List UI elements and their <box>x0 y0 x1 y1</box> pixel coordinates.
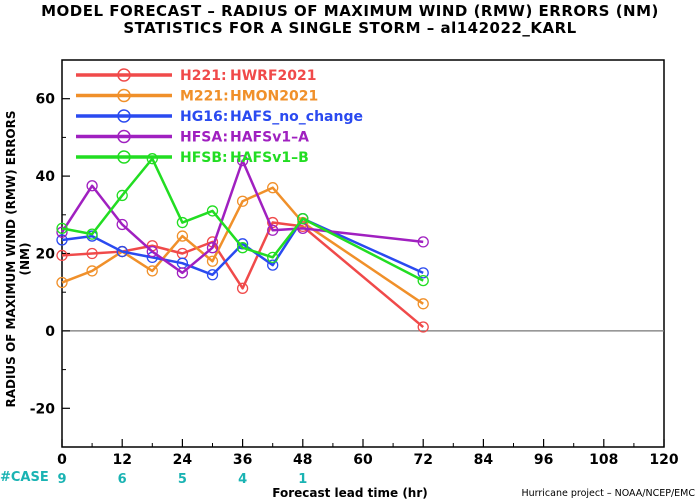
data-point <box>56 234 68 246</box>
x-tick-label: 12 <box>112 452 131 468</box>
legend-series-code: M221: <box>180 89 229 105</box>
x-tick-label: 60 <box>353 452 373 468</box>
data-point <box>116 218 128 231</box>
data-point <box>176 267 189 279</box>
x-tick-label: 108 <box>589 452 618 468</box>
case-count-value: 5 <box>178 472 187 487</box>
legend-marker <box>117 109 131 123</box>
data-point <box>236 242 249 254</box>
series-line <box>61 186 424 305</box>
data-point <box>267 182 279 194</box>
data-point <box>267 259 279 271</box>
data-point <box>86 180 98 192</box>
data-point <box>417 321 429 333</box>
data-point <box>267 251 279 264</box>
data-point <box>297 213 309 225</box>
data-point <box>417 274 429 287</box>
series-line <box>60 159 424 275</box>
data-point <box>116 189 128 202</box>
data-point <box>236 282 249 294</box>
data-point <box>417 267 429 279</box>
series-line <box>61 157 424 282</box>
credit-text: Hurricane project – NOAA/NCEP/EMC <box>521 488 695 499</box>
legend-series-name: HMON2021 <box>230 89 318 105</box>
case-count-value: 4 <box>238 472 247 487</box>
legend-series-name: HAFSv1–B <box>230 150 309 166</box>
y-tick-label: -20 <box>30 401 56 417</box>
x-axis-label: Forecast lead time (hr) <box>272 486 428 500</box>
data-point <box>176 216 189 229</box>
data-point <box>56 222 68 234</box>
data-point <box>56 276 68 289</box>
data-point <box>267 224 279 236</box>
plot-frame <box>61 59 665 448</box>
x-tick-label: 84 <box>474 452 494 468</box>
x-tick-label: 48 <box>293 452 312 468</box>
data-point <box>206 255 219 267</box>
data-point <box>236 195 249 207</box>
data-point <box>86 228 98 240</box>
case-count-label: #CASE <box>0 470 49 485</box>
legend-marker <box>117 150 131 164</box>
chart-subtitle: STATISTICS FOR A SINGLE STORM – al142022… <box>123 19 577 37</box>
legend-series-code: HFSB: <box>180 150 228 166</box>
data-point <box>206 242 219 254</box>
data-point <box>417 236 429 248</box>
x-tick-label: 36 <box>233 452 252 468</box>
data-point <box>176 230 189 242</box>
x-tick-label: 96 <box>534 452 553 468</box>
data-point <box>206 205 219 217</box>
data-point <box>116 245 128 258</box>
case-count-value: 6 <box>118 472 127 487</box>
y-tick-label: 60 <box>36 92 56 108</box>
x-tick-label: 120 <box>649 452 678 468</box>
legend-series-name: HWRF2021 <box>230 68 316 84</box>
legend-series-name: HAFS_no_change <box>230 109 363 125</box>
legend-series-code: HFSA: <box>180 130 228 146</box>
legend-series-code: HG16: <box>180 109 228 125</box>
case-count-value: 9 <box>57 472 66 487</box>
data-point <box>236 154 249 167</box>
data-point <box>56 249 68 262</box>
legend-marker <box>117 129 131 144</box>
data-point <box>146 245 158 258</box>
data-point <box>206 269 219 281</box>
y-tick-label: 0 <box>45 324 55 340</box>
legend-marker <box>117 68 131 82</box>
y-tick-label: 20 <box>36 247 56 263</box>
chart-title: MODEL FORECAST – RADIUS OF MAXIMUM WIND … <box>41 2 659 20</box>
data-point <box>86 265 98 277</box>
legend-series-name: HAFSv1–A <box>230 130 309 146</box>
case-count-value: 1 <box>298 472 307 487</box>
data-point <box>56 226 68 238</box>
x-tick-label: 0 <box>57 452 67 468</box>
data-point <box>86 247 98 260</box>
x-tick-label: 72 <box>413 452 432 468</box>
legend-series-code: H221: <box>180 68 227 84</box>
legend-marker <box>117 88 131 103</box>
y-tick-label: 40 <box>36 169 56 185</box>
data-point <box>146 265 158 277</box>
x-tick-label: 24 <box>173 452 193 468</box>
data-point <box>417 298 429 310</box>
series-line <box>61 217 424 277</box>
